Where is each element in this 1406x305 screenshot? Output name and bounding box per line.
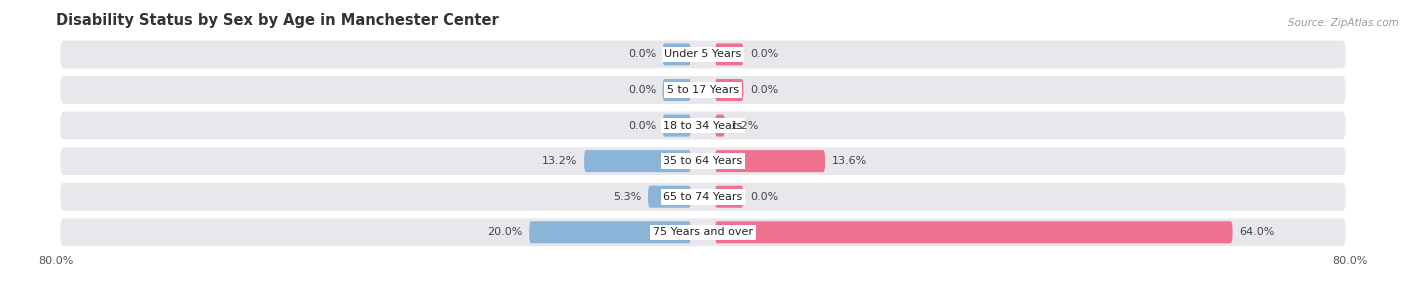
FancyBboxPatch shape xyxy=(716,43,744,66)
Text: 35 to 64 Years: 35 to 64 Years xyxy=(664,156,742,166)
Text: 0.0%: 0.0% xyxy=(628,120,657,131)
Text: Source: ZipAtlas.com: Source: ZipAtlas.com xyxy=(1288,18,1399,28)
FancyBboxPatch shape xyxy=(60,112,1346,139)
FancyBboxPatch shape xyxy=(716,79,744,101)
Text: 13.6%: 13.6% xyxy=(831,156,866,166)
FancyBboxPatch shape xyxy=(583,150,690,172)
FancyBboxPatch shape xyxy=(662,79,690,101)
FancyBboxPatch shape xyxy=(716,150,825,172)
FancyBboxPatch shape xyxy=(529,221,690,243)
FancyBboxPatch shape xyxy=(716,186,744,208)
FancyBboxPatch shape xyxy=(716,221,1233,243)
Text: 20.0%: 20.0% xyxy=(488,227,523,237)
Text: 0.0%: 0.0% xyxy=(749,85,778,95)
Text: 1.2%: 1.2% xyxy=(731,120,759,131)
FancyBboxPatch shape xyxy=(60,218,1346,246)
FancyBboxPatch shape xyxy=(662,43,690,66)
FancyBboxPatch shape xyxy=(60,183,1346,211)
Text: 0.0%: 0.0% xyxy=(628,85,657,95)
FancyBboxPatch shape xyxy=(662,115,690,137)
FancyBboxPatch shape xyxy=(648,186,690,208)
Text: 64.0%: 64.0% xyxy=(1239,227,1274,237)
Text: 5 to 17 Years: 5 to 17 Years xyxy=(666,85,740,95)
Text: 13.2%: 13.2% xyxy=(543,156,578,166)
Text: 0.0%: 0.0% xyxy=(628,49,657,59)
Text: 18 to 34 Years: 18 to 34 Years xyxy=(664,120,742,131)
Text: 5.3%: 5.3% xyxy=(613,192,641,202)
FancyBboxPatch shape xyxy=(716,115,725,137)
Text: 65 to 74 Years: 65 to 74 Years xyxy=(664,192,742,202)
FancyBboxPatch shape xyxy=(60,41,1346,68)
Text: 75 Years and over: 75 Years and over xyxy=(652,227,754,237)
Text: Disability Status by Sex by Age in Manchester Center: Disability Status by Sex by Age in Manch… xyxy=(56,13,499,28)
Text: 0.0%: 0.0% xyxy=(749,49,778,59)
FancyBboxPatch shape xyxy=(60,76,1346,104)
Text: 0.0%: 0.0% xyxy=(749,192,778,202)
FancyBboxPatch shape xyxy=(60,147,1346,175)
Text: Under 5 Years: Under 5 Years xyxy=(665,49,741,59)
